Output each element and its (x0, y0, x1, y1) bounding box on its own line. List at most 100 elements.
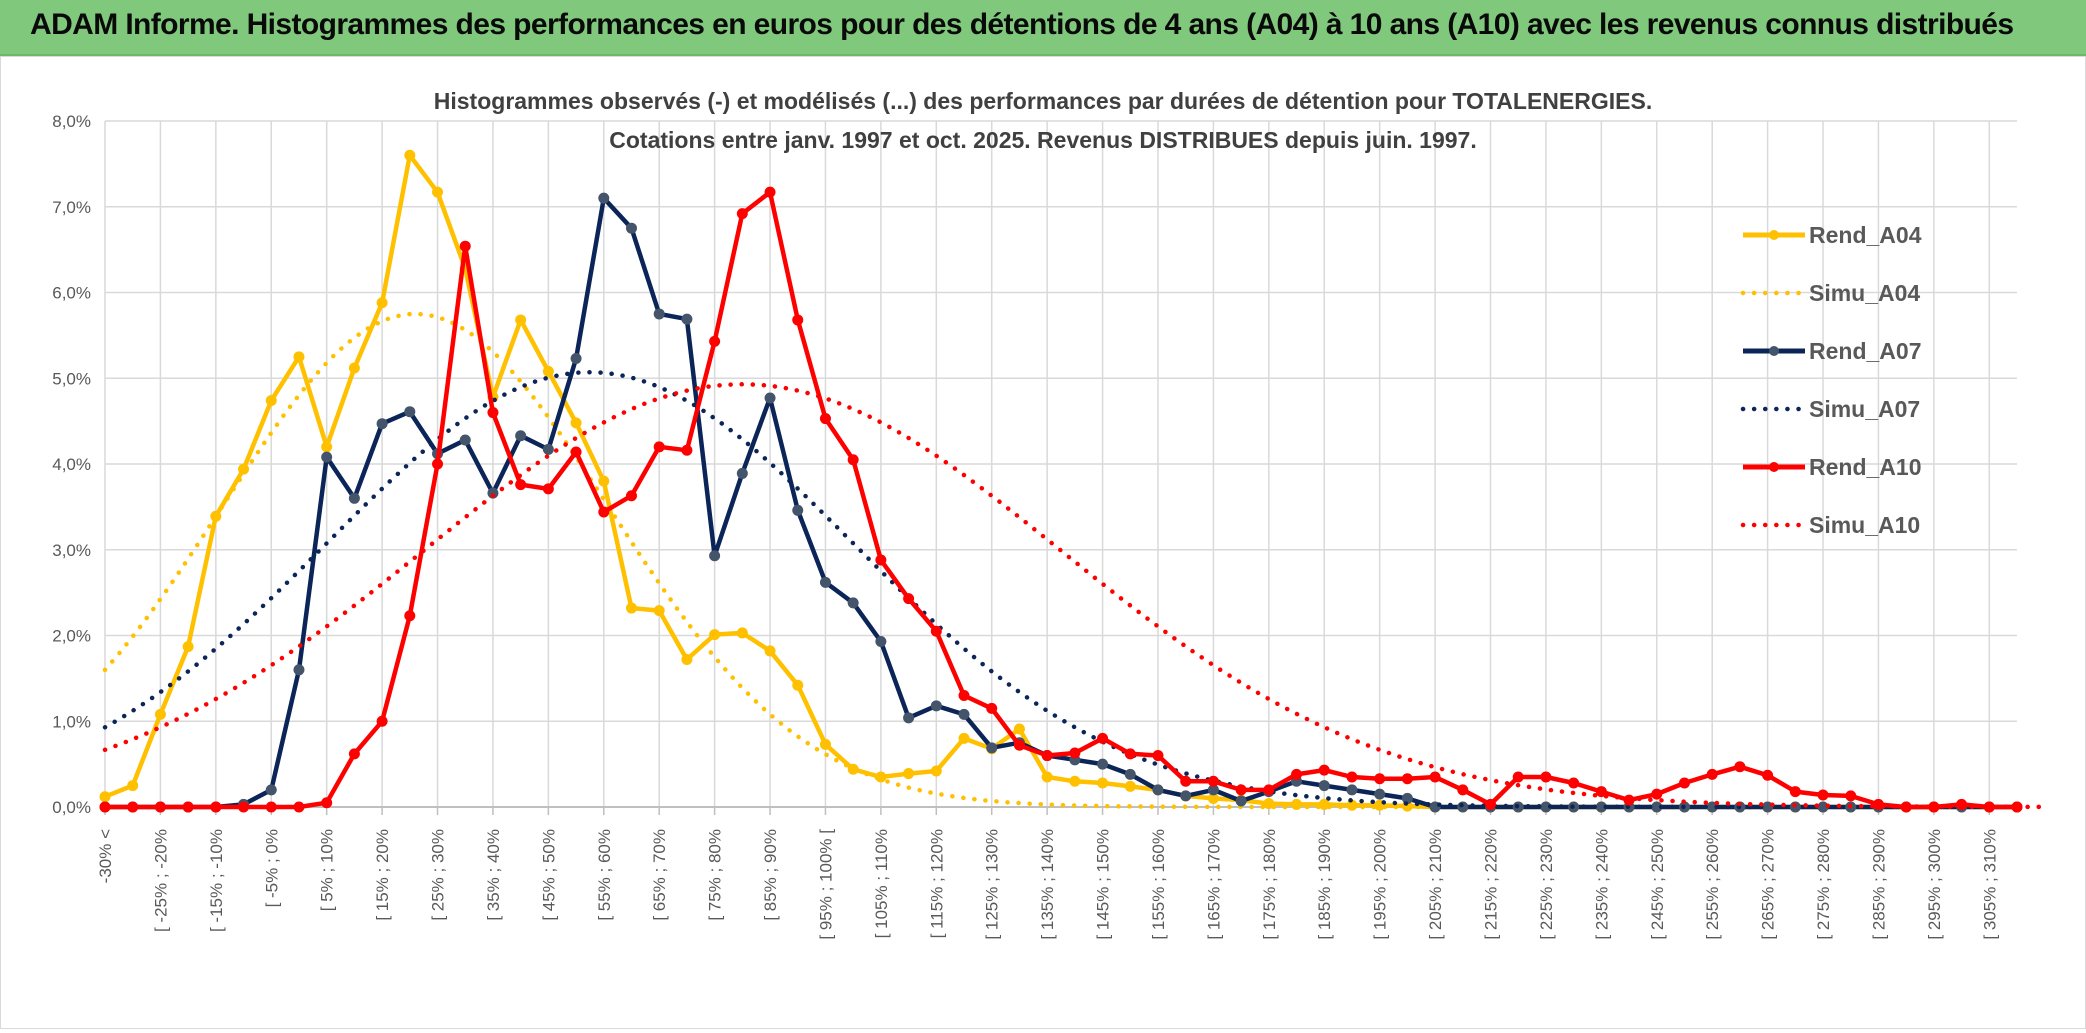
x-tick-label: [ 295% ; 300% (1925, 829, 1944, 940)
x-tick-label: [ 25% ; 30% (429, 829, 448, 921)
data-point-rend-a10 (1097, 732, 1109, 744)
x-tick-label: [ 85% ; 90% (761, 829, 780, 921)
data-point-rend-a04 (903, 768, 915, 780)
data-point-rend-a10 (182, 801, 194, 813)
x-tick-label: [ 145% ; 150% (1094, 829, 1113, 940)
data-point-rend-a04 (348, 362, 360, 374)
y-tick-label: 8,0% (52, 112, 91, 131)
legend-label-simu-a04: Simu_A04 (1809, 280, 1920, 306)
data-point-rend-a04 (1069, 775, 1081, 787)
y-tick-label: 5,0% (52, 369, 91, 388)
data-point-rend-a04 (432, 186, 444, 198)
data-point-rend-a10 (1291, 768, 1303, 780)
data-point-rend-a07 (459, 434, 471, 446)
data-point-rend-a04 (99, 791, 111, 803)
data-point-rend-a04 (321, 441, 333, 453)
x-tick-label: [ -25% ; -20% (151, 829, 170, 932)
data-point-rend-a07 (1097, 758, 1109, 770)
data-point-rend-a04 (1013, 723, 1025, 735)
data-point-rend-a04 (819, 738, 831, 750)
x-tick-label: [ 115% ; 120% (927, 829, 946, 938)
histogram-chart: 0,0% 1,0% 2,0% 3,0% 4,0% 5,0% 6,0% 7,0% 8,0% -30%… (52, 88, 2047, 940)
data-point-rend-a07 (542, 443, 554, 455)
data-point-rend-a10 (1457, 784, 1469, 796)
data-point-rend-a04 (1041, 771, 1053, 783)
data-point-rend-a10 (321, 797, 333, 809)
data-point-rend-a10 (1263, 784, 1275, 796)
data-point-rend-a10 (348, 748, 360, 760)
data-point-rend-a10 (1318, 764, 1330, 776)
data-point-rend-a07 (1152, 784, 1164, 796)
legend-marker-rend-a04 (1769, 230, 1779, 240)
x-tick-label: [ 255% ; 260% (1703, 829, 1722, 940)
data-point-rend-a10 (376, 715, 388, 727)
x-tick-label: [ 35% ; 40% (484, 829, 503, 921)
x-tick-label: [ 15% ; 20% (373, 829, 392, 921)
data-point-rend-a10 (1346, 771, 1358, 783)
data-point-rend-a10 (1845, 790, 1857, 802)
x-tick-label: -30% < (96, 829, 115, 883)
data-point-rend-a10 (1734, 761, 1746, 773)
x-tick-label: [ -5% ; 0% (262, 829, 281, 907)
data-point-rend-a10 (127, 801, 139, 813)
y-tick-label: 3,0% (52, 541, 91, 560)
x-tick-label: [ 75% ; 80% (706, 829, 725, 921)
data-point-rend-a04 (653, 605, 665, 617)
y-tick-label: 7,0% (52, 198, 91, 217)
data-point-rend-a04 (127, 780, 139, 792)
x-tick-label: [ 185% ; 190% (1315, 829, 1334, 940)
data-point-rend-a07 (293, 664, 305, 676)
data-point-rend-a07 (1374, 788, 1386, 800)
chart-title-line: Histogrammes observés (-) et modélisés (… (434, 88, 1652, 114)
x-tick-label: [ 155% ; 160% (1149, 829, 1168, 940)
data-point-rend-a10 (542, 483, 554, 495)
data-point-rend-a07 (653, 308, 665, 320)
data-point-rend-a10 (625, 490, 637, 502)
x-tick-label: [ 205% ; 210% (1426, 829, 1445, 940)
data-point-rend-a10 (265, 801, 277, 813)
data-point-rend-a04 (1097, 777, 1109, 789)
x-tick-label: [ 135% ; 140% (1038, 829, 1057, 940)
data-point-rend-a07 (265, 784, 277, 796)
x-tick-label: [ 265% ; 270% (1759, 829, 1778, 940)
data-point-rend-a07 (792, 504, 804, 516)
data-point-rend-a04 (1263, 798, 1275, 810)
data-point-rend-a10 (404, 610, 416, 622)
data-point-rend-a10 (1401, 773, 1413, 785)
legend-marker-rend-a10 (1769, 462, 1779, 472)
data-point-rend-a04 (293, 351, 305, 363)
data-point-rend-a07 (321, 451, 333, 463)
data-point-rend-a07 (681, 313, 693, 325)
data-point-rend-a04 (709, 629, 721, 641)
x-tick-label: [ 175% ; 180% (1260, 829, 1279, 940)
x-tick-label: [ 165% ; 170% (1204, 829, 1223, 940)
data-point-rend-a04 (598, 475, 610, 487)
data-point-rend-a10 (903, 593, 915, 605)
x-tick-label: [ 5% ; 10% (318, 829, 337, 911)
x-tick-label: [ 275% ; 280% (1814, 829, 1833, 940)
x-tick-label: [ 235% ; 240% (1592, 829, 1611, 940)
page-title: ADAM Informe. Histogrammes des performan… (30, 8, 2014, 41)
data-point-rend-a10 (1374, 773, 1386, 785)
y-tick-label: 2,0% (52, 627, 91, 646)
data-point-rend-a07 (625, 222, 637, 234)
series-line-rend-a07 (105, 195, 2017, 810)
data-point-rend-a04 (1124, 780, 1136, 792)
data-point-rend-a10 (1817, 789, 1829, 801)
data-point-rend-a07 (709, 550, 721, 562)
y-tick-label: 1,0% (52, 712, 91, 731)
data-point-rend-a04 (570, 417, 582, 429)
legend-label-rend-a07: Rend_A07 (1809, 338, 1921, 364)
data-point-rend-a10 (653, 441, 665, 453)
data-point-rend-a10 (875, 554, 887, 566)
data-point-rend-a07 (903, 712, 915, 724)
data-point-rend-a10 (1152, 750, 1164, 762)
legend-label-simu-a10: Simu_A10 (1809, 512, 1920, 538)
data-point-rend-a07 (1318, 780, 1330, 792)
chart-title-line: Cotations entre janv. 1997 et oct. 2025.… (609, 127, 1476, 153)
data-point-rend-a07 (570, 353, 582, 365)
data-point-rend-a04 (792, 679, 804, 691)
data-point-rend-a10 (930, 625, 942, 637)
data-point-rend-a10 (1235, 784, 1247, 796)
data-point-rend-a10 (764, 186, 776, 198)
